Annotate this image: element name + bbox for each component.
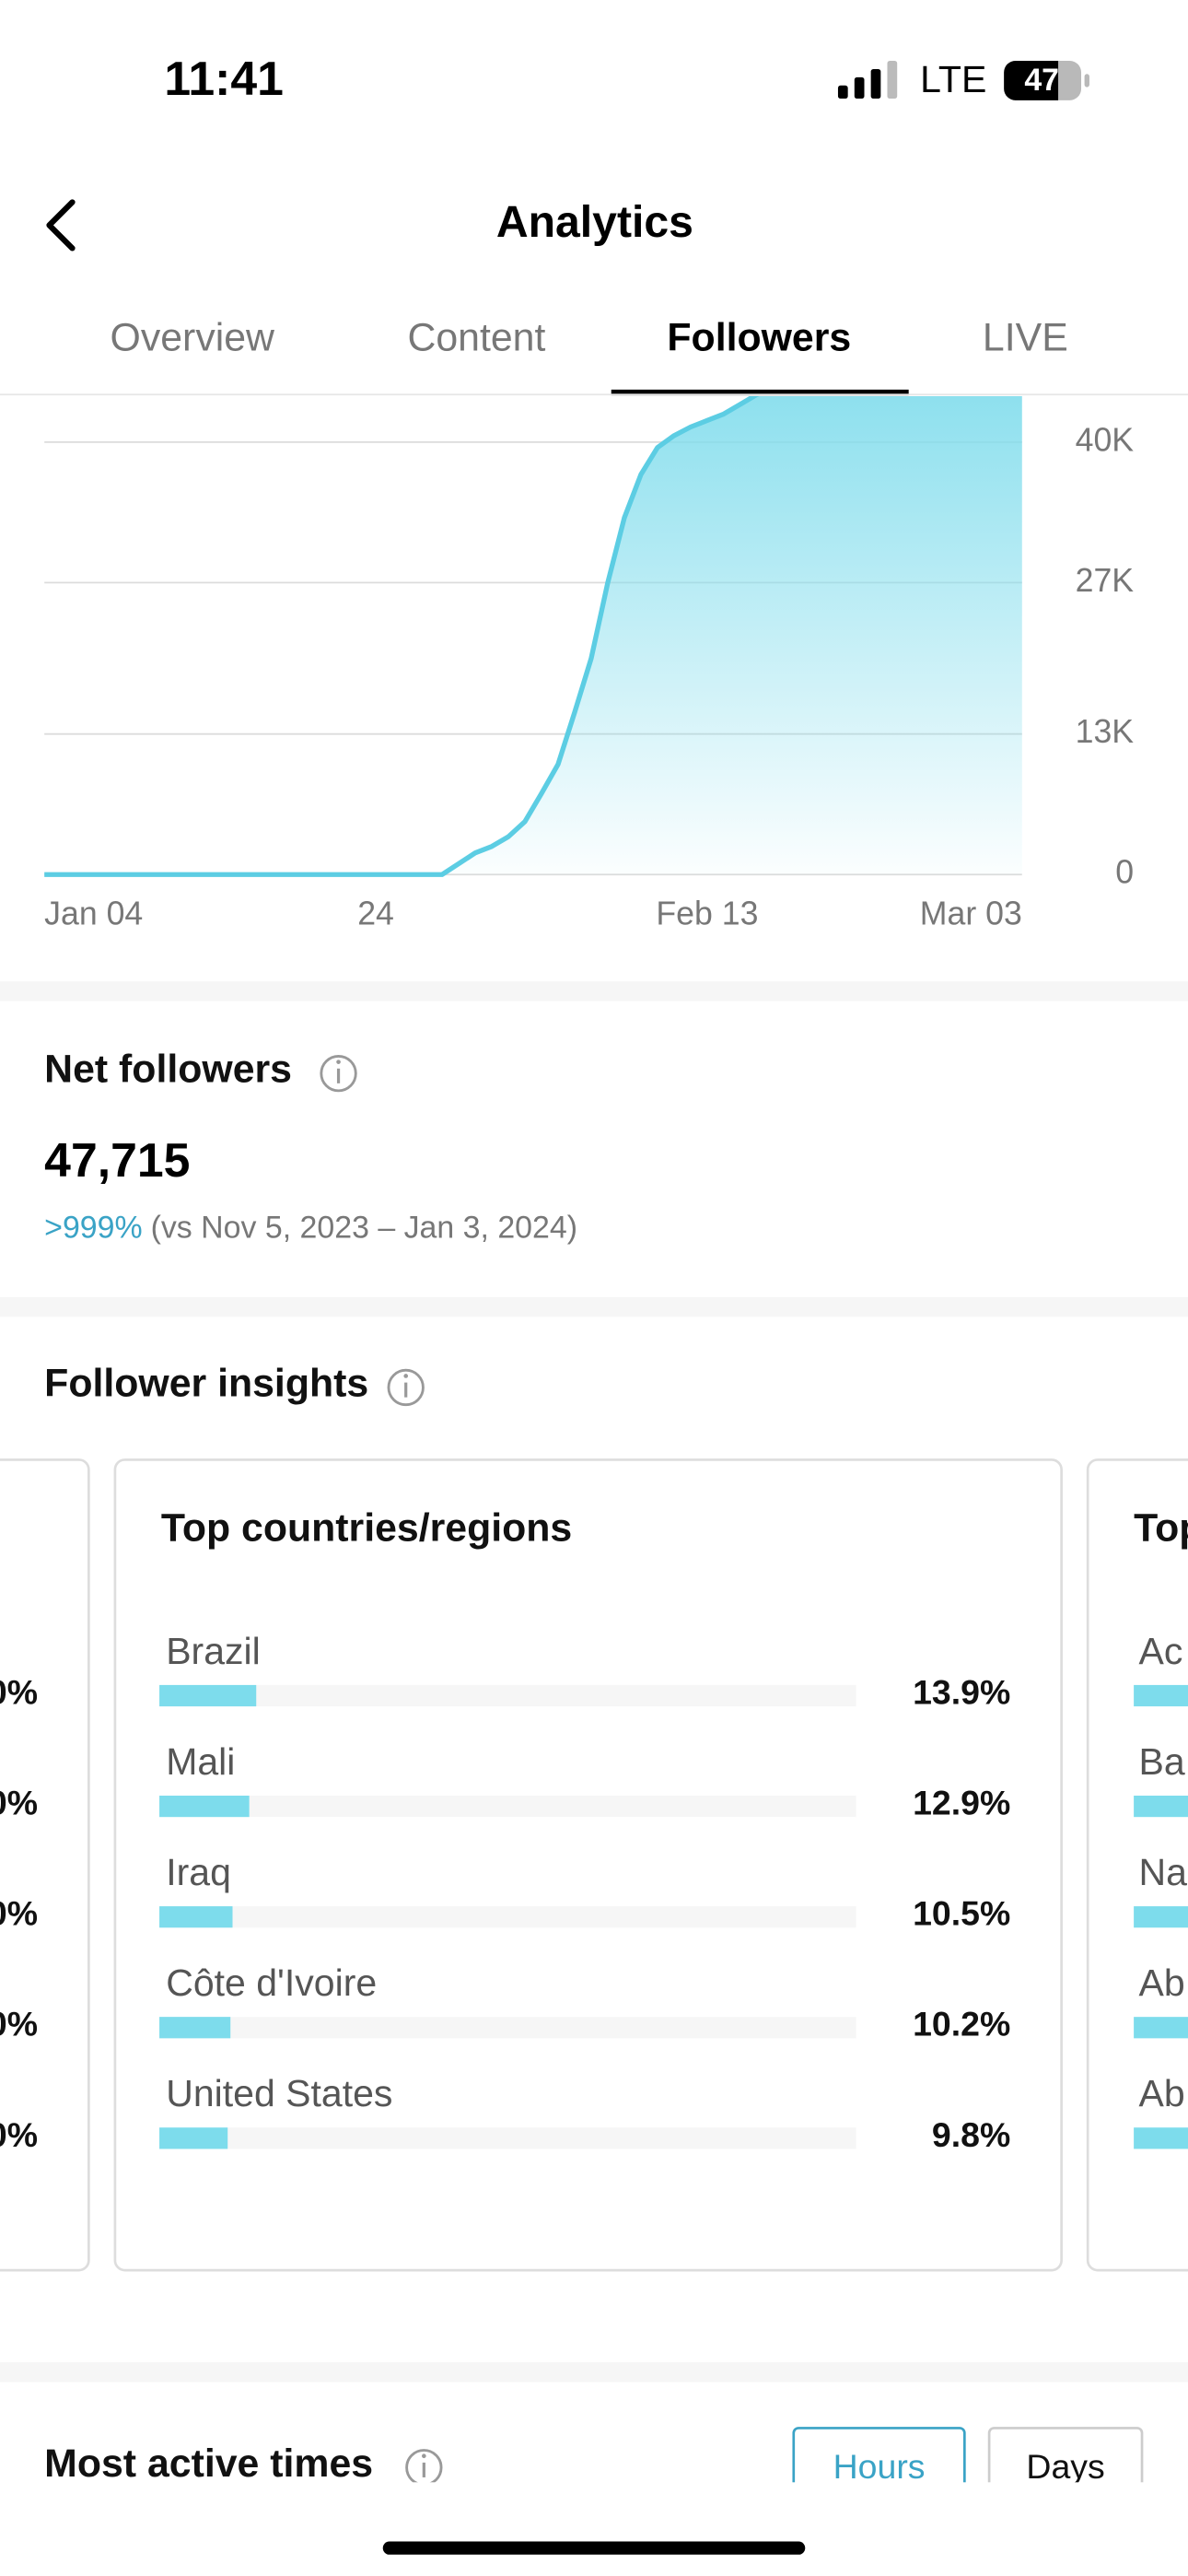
section-separator — [0, 981, 1188, 1001]
insight-card — [113, 1458, 1063, 2272]
section-title: Most active times — [44, 2441, 373, 2486]
insight-rows: Brazil 13.9% Mali 12.9% Iraq 10.5% Côte d'Ivoi… — [0, 1630, 1188, 2154]
bar-decoration — [1134, 2127, 1188, 2149]
insight-card — [0, 1458, 90, 2272]
card-item: Na — [1138, 1851, 1187, 1893]
line-chart: 0 13K 27K 40K Jan 04 24 Feb 13 Mar 03 — [44, 396, 1135, 931]
toggle-label[interactable]: Hours — [833, 2447, 926, 2486]
bar — [159, 1906, 233, 1928]
card-value: 0% — [0, 1673, 38, 1712]
country-name: Côte d'Ivoire — [166, 1961, 377, 2004]
bar-decoration — [1134, 2017, 1188, 2039]
info-icon[interactable] — [387, 1368, 425, 1407]
page-title: Analytics — [496, 197, 693, 247]
y-tick-label: 0 — [1115, 854, 1134, 891]
area — [44, 396, 1022, 875]
tab[interactable]: LIVE — [983, 316, 1068, 360]
battery-icon — [1004, 61, 1089, 100]
x-tick-label: Feb 13 — [656, 895, 758, 931]
signal-icon — [837, 61, 898, 100]
net-followers-value: 47,715 — [44, 1133, 190, 1187]
bottom-safe-area — [0, 2482, 1188, 2576]
bar-track — [159, 2017, 856, 2039]
bar-track — [159, 2127, 856, 2149]
toggle-label[interactable]: Days — [1026, 2447, 1104, 2486]
bar-track — [159, 1684, 856, 1707]
card-value: 0% — [0, 1784, 38, 1822]
home-indicator — [382, 2541, 806, 2555]
bar-decoration — [1134, 1795, 1188, 1818]
status-time: 11:41 — [164, 52, 283, 105]
bar — [159, 2127, 228, 2149]
country-percent: 12.9% — [913, 1784, 1010, 1822]
bar-track — [159, 1795, 856, 1818]
tab[interactable]: Overview — [111, 316, 275, 360]
card-value: 0% — [0, 2005, 38, 2043]
y-tick-label: 13K — [1076, 713, 1135, 750]
card-item: Ab — [1138, 2072, 1184, 2114]
country-name: Iraq — [166, 1851, 231, 1893]
battery-level: 47 — [1024, 63, 1059, 98]
x-tick-label: 24 — [357, 895, 394, 931]
bar-decoration — [1134, 1906, 1188, 1928]
card-value: 0% — [0, 2115, 38, 2154]
country-name: Brazil — [166, 1630, 261, 1672]
country-percent: 9.8% — [932, 2115, 1010, 2154]
insight-card — [1086, 1458, 1188, 2272]
tab-bar: Overview Content Followers LIVE — [111, 316, 1068, 396]
info-icon[interactable] — [320, 1054, 357, 1093]
bar — [159, 2017, 231, 2039]
bar — [159, 1795, 250, 1818]
card-value: 0% — [0, 1894, 38, 1933]
comparison-period: (vs Nov 5, 2023 – Jan 3, 2024) — [151, 1211, 577, 1246]
country-name: United States — [166, 2072, 392, 2114]
country-percent: 10.2% — [913, 2005, 1010, 2043]
tab[interactable]: Content — [407, 316, 545, 360]
section-separator — [0, 1296, 1188, 1317]
comparison-line: >999% (vs Nov 5, 2023 – Jan 3, 2024) — [44, 1211, 577, 1246]
top-countries: Brazil 13.9% Mali 12.9% Iraq 10.5% Côte d'Ivoi… — [0, 1630, 1188, 2154]
y-tick-label: 40K — [1076, 421, 1135, 458]
x-tick-label: Mar 03 — [920, 895, 1022, 931]
card-item: Ac — [1138, 1630, 1182, 1672]
x-tick-label: Jan 04 — [44, 895, 143, 931]
country-name: Mali — [166, 1740, 235, 1783]
plot-area — [44, 396, 1022, 877]
card-title: Top countries/regions — [161, 1505, 572, 1550]
network-label: LTE — [920, 58, 986, 100]
country-percent: 10.5% — [913, 1894, 1010, 1933]
card-title: Top — [1134, 1505, 1188, 1550]
card-item: Ab — [1138, 1961, 1184, 2004]
section-title: Follower insights — [44, 1361, 368, 1405]
tab-indicator — [611, 389, 909, 396]
country-percent: 13.9% — [913, 1673, 1010, 1712]
y-tick-label: 27K — [1076, 562, 1135, 599]
bar-track — [159, 1906, 856, 1928]
change-percent: >999% — [44, 1211, 142, 1246]
back-button[interactable] — [46, 199, 76, 252]
bar-decoration — [1134, 1684, 1188, 1707]
line — [44, 396, 760, 877]
bar — [159, 1684, 257, 1707]
tab[interactable]: Followers — [667, 316, 851, 360]
section-separator — [0, 2362, 1188, 2383]
card-item: Ba — [1138, 1740, 1184, 1783]
section-title: Net followers — [44, 1048, 292, 1092]
